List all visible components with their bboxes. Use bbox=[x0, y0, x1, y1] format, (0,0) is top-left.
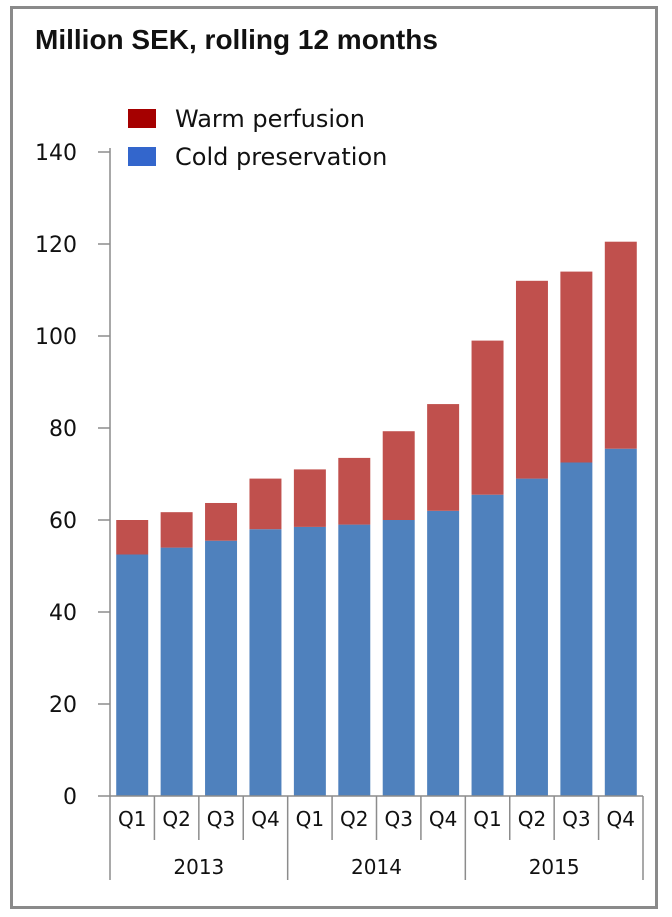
bar-cold-preservation bbox=[427, 511, 459, 796]
x-tick-label: Q3 bbox=[562, 807, 590, 831]
x-tick-label: Q3 bbox=[384, 807, 412, 831]
y-tick-label: 140 bbox=[35, 141, 77, 166]
legend-label: Cold preservation bbox=[175, 143, 387, 171]
x-axis: Q1 Q2 Q3 Q4 Q1 Q2 Q3 Q4 Q1 Q2 Q3 Q4 2013 2014 2015 bbox=[110, 796, 643, 880]
legend-swatch bbox=[128, 147, 156, 166]
y-axis: 0 20 40 60 80 100 120 140 bbox=[35, 141, 110, 810]
x-tick-label: Q2 bbox=[518, 807, 546, 831]
x-tick-label: Q1 bbox=[473, 807, 501, 831]
y-tick-label: 80 bbox=[49, 417, 77, 442]
x-tick-label: Q4 bbox=[607, 807, 635, 831]
bar-warm-perfusion bbox=[427, 404, 459, 511]
y-tick-label: 100 bbox=[35, 325, 77, 350]
bar-warm-perfusion bbox=[516, 281, 548, 479]
x-tick-label: Q2 bbox=[340, 807, 368, 831]
bar-cold-preservation bbox=[383, 520, 415, 796]
bar-warm-perfusion bbox=[338, 458, 370, 525]
bar-warm-perfusion bbox=[605, 242, 637, 449]
bar-warm-perfusion bbox=[205, 503, 237, 541]
y-tick-label: 20 bbox=[49, 693, 77, 718]
bar-warm-perfusion bbox=[161, 512, 193, 547]
bar-cold-preservation bbox=[560, 463, 592, 797]
bar-cold-preservation bbox=[249, 529, 281, 796]
bar-cold-preservation bbox=[605, 449, 637, 796]
x-tick-label: Q4 bbox=[251, 807, 279, 831]
bar-cold-preservation bbox=[516, 479, 548, 796]
x-tick-label: Q4 bbox=[429, 807, 457, 831]
legend: Warm perfusion Cold preservation bbox=[128, 105, 387, 171]
bar-warm-perfusion bbox=[294, 469, 326, 527]
bar-cold-preservation bbox=[116, 555, 148, 797]
x-tick-label: Q1 bbox=[118, 807, 146, 831]
y-tick-label: 40 bbox=[49, 601, 77, 626]
x-group-label: 2013 bbox=[173, 855, 224, 879]
x-group-label: 2015 bbox=[529, 855, 580, 879]
bars bbox=[116, 242, 637, 796]
bar-cold-preservation bbox=[161, 548, 193, 796]
legend-label: Warm perfusion bbox=[175, 105, 365, 133]
bar-warm-perfusion bbox=[560, 272, 592, 463]
bar-cold-preservation bbox=[338, 525, 370, 796]
bar-warm-perfusion bbox=[383, 431, 415, 520]
x-tick-label: Q2 bbox=[162, 807, 190, 831]
y-tick-label: 60 bbox=[49, 509, 77, 534]
bar-warm-perfusion bbox=[116, 520, 148, 555]
x-group-label: 2014 bbox=[351, 855, 402, 879]
bar-cold-preservation bbox=[294, 527, 326, 796]
bar-warm-perfusion bbox=[249, 479, 281, 530]
x-tick-label: Q3 bbox=[207, 807, 235, 831]
bar-warm-perfusion bbox=[472, 341, 504, 495]
bar-cold-preservation bbox=[205, 541, 237, 796]
y-tick-label: 120 bbox=[35, 233, 77, 258]
x-tick-label: Q1 bbox=[296, 807, 324, 831]
legend-swatch bbox=[128, 109, 156, 128]
y-tick-label: 0 bbox=[63, 785, 77, 810]
bar-cold-preservation bbox=[472, 495, 504, 796]
